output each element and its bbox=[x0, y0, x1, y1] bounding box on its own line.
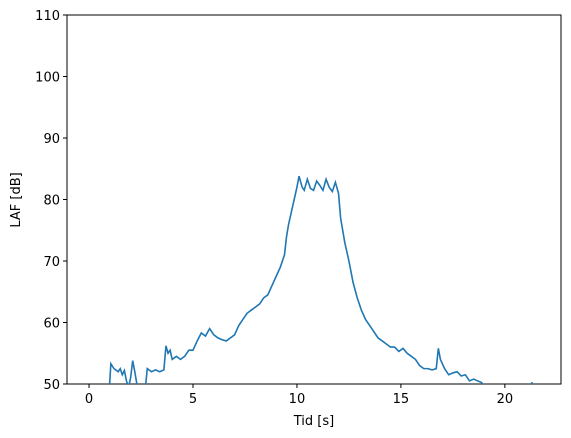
x-tick-label: 5 bbox=[189, 392, 197, 407]
x-tick-label: 0 bbox=[85, 392, 93, 407]
x-tick-label: 20 bbox=[497, 392, 514, 407]
y-tick-label: 70 bbox=[43, 255, 60, 270]
x-axis-label: Tid [s] bbox=[293, 414, 334, 429]
data-line bbox=[108, 175, 533, 384]
y-tick-label: 100 bbox=[35, 71, 60, 86]
y-tick-label: 80 bbox=[43, 194, 60, 209]
y-tick-label: 90 bbox=[43, 132, 60, 147]
plot-frame bbox=[66, 14, 562, 385]
y-tick-label: 50 bbox=[43, 378, 60, 393]
x-tick-label: 15 bbox=[393, 392, 410, 407]
y-tick-label: 60 bbox=[43, 317, 60, 332]
x-tick-label: 10 bbox=[289, 392, 306, 407]
y-tick-label: 110 bbox=[35, 9, 60, 24]
y-axis-label: LAF [dB] bbox=[9, 172, 24, 227]
